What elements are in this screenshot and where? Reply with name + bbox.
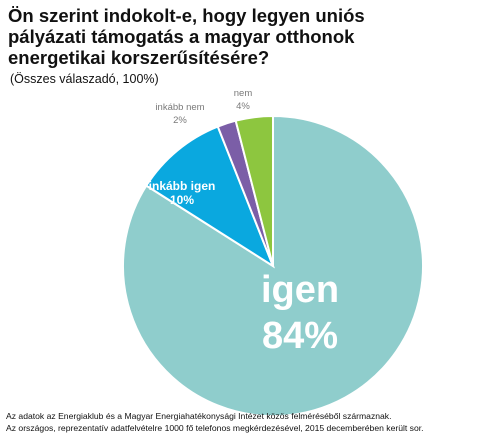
slice-label-inkább-igen: inkább igen xyxy=(149,179,216,193)
chart-title-line-3: energetikai korszerűsítésére? xyxy=(8,47,270,68)
slice-value-igen: 84% xyxy=(262,315,338,357)
pie-slice-nem xyxy=(234,114,274,267)
chart-title: Ön szerint indokolt-e, hogy legyen uniós… xyxy=(8,5,478,68)
pie-slice-inkább-igen xyxy=(144,125,276,269)
chart-subtitle: (Összes válaszadó, 100%) xyxy=(10,72,159,86)
chart-title-line-1: Ön szerint indokolt-e, hogy legyen uniós xyxy=(8,5,365,26)
chart-title-line-2: pályázati támogatás a magyar otthonok xyxy=(8,26,355,47)
slice-label-nem: nem xyxy=(234,88,253,99)
source-footnote: Az adatok az Energiaklub és a Magyar Ene… xyxy=(6,410,424,434)
slice-value-nem: 4% xyxy=(236,101,250,112)
slice-label-inkább-nem: inkább nem xyxy=(155,102,204,113)
slice-value-inkább-igen: 10% xyxy=(170,193,194,207)
footnote-line-1: Az adatok az Energiaklub és a Magyar Ene… xyxy=(6,411,392,421)
slice-label-igen: igen xyxy=(261,269,339,311)
slice-value-inkább-nem: 2% xyxy=(173,115,187,126)
footnote-line-2: Az országos, reprezentatív adatfelvételr… xyxy=(6,423,424,433)
